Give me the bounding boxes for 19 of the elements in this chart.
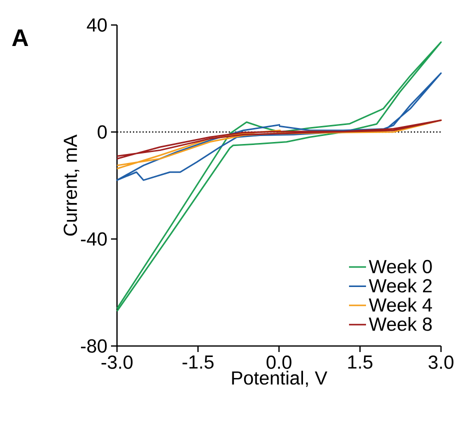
x-tick-label: 3.0 [428,356,454,369]
x-tick-label: -3.0 [102,356,133,369]
legend-label: Week 8 [368,316,432,331]
y-axis-title: Current, mA [64,134,80,236]
line-series [116,41,442,312]
x-tick-label: 0.0 [266,356,292,369]
y-tick-label: -80 [80,339,107,353]
line-series [116,72,442,181]
y-tick-label: 40 [86,18,107,32]
line-series [116,119,442,160]
x-tick-label: 1.5 [348,356,372,369]
legend-label: Week 0 [368,259,432,274]
legend-label: Week 2 [368,278,432,292]
text: A [12,30,28,46]
legend-label: Week 4 [368,298,432,312]
y-tick-label: 0 [98,125,107,139]
x-tick-label: -1.5 [182,356,214,369]
y-tick-label: -40 [80,232,107,246]
x-axis-title: Potential, V [232,370,328,387]
